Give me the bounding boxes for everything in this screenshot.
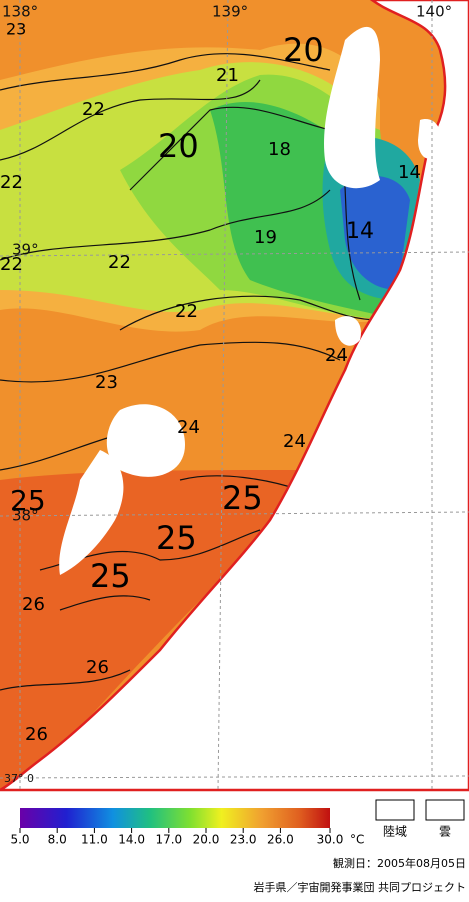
contour-label: 21 <box>216 65 239 86</box>
colorbar-tick-label: 26.0 <box>267 833 294 847</box>
contour-label: 24 <box>283 431 306 452</box>
contour-label: 23 <box>6 20 26 39</box>
longitude-label: 138° <box>2 3 38 21</box>
longitude-label: 139° <box>212 3 248 21</box>
contour-label: 25 <box>156 519 197 557</box>
colorbar <box>20 808 330 828</box>
contour-label: 20 <box>158 127 199 165</box>
colorbar-unit: °C <box>350 833 364 847</box>
contour-label: 22 <box>175 301 198 322</box>
legend-land: 陸域 <box>383 825 407 839</box>
colorbar-tick-label: 30.0 <box>317 833 344 847</box>
contour-label: 26 <box>86 657 109 678</box>
contour-label: 22 <box>0 172 23 193</box>
contour-label: 22 <box>82 99 105 120</box>
colorbar-tick-label: 23.0 <box>230 833 257 847</box>
colorbar-tick-label: 11.0 <box>81 833 108 847</box>
colorbar-tick-label: 5.0 <box>10 833 29 847</box>
cloud-swatch <box>425 799 465 821</box>
contour-label: 25 <box>90 557 131 595</box>
colorbar-tick-label: 17.0 <box>155 833 182 847</box>
contours <box>0 53 381 691</box>
contour-label: 22 <box>0 254 23 275</box>
contour-label: 18 <box>268 139 291 160</box>
map-labels: 138° 139° 140° 39° 38° 37° 0 23 20 21 22 20 18 14 22 1… <box>0 3 452 786</box>
contour-label: 26 <box>22 594 45 615</box>
legend-cloud: 雲 <box>439 825 451 839</box>
contour-label: 24 <box>325 345 348 366</box>
credit: 岩手県／宇宙開発事業団 共同プロジェクト <box>254 880 467 894</box>
latitude-label: 39° <box>12 241 39 259</box>
contour-label: 23 <box>95 372 118 393</box>
observation-date: 観測日：2005年08月05日 <box>333 856 466 870</box>
contour-label: 26 <box>25 724 48 745</box>
latitude-label: 38° <box>12 507 39 525</box>
graticule <box>0 0 469 791</box>
contour-label: 22 <box>108 252 131 273</box>
contour-label: 14 <box>398 162 421 183</box>
colorbar-tick-label: 20.0 <box>193 833 220 847</box>
colorbar-tick-label: 14.0 <box>118 833 145 847</box>
contour-label: 20 <box>283 31 324 69</box>
contour-label: 25 <box>222 479 263 517</box>
contour-label: 14 <box>346 219 374 244</box>
colorbar-tick-label: 8.0 <box>48 833 67 847</box>
contour-label: 19 <box>254 227 277 248</box>
latitude-label: 37° 0 <box>4 772 34 785</box>
contour-label: 25 <box>10 484 46 517</box>
longitude-label: 140° <box>416 3 452 21</box>
land-swatch <box>375 799 415 821</box>
colorbar-ticks: 5.0 8.0 11.0 14.0 17.0 20.0 23.0 26.0 30.0 <box>10 828 343 847</box>
contour-label: 24 <box>177 417 200 438</box>
